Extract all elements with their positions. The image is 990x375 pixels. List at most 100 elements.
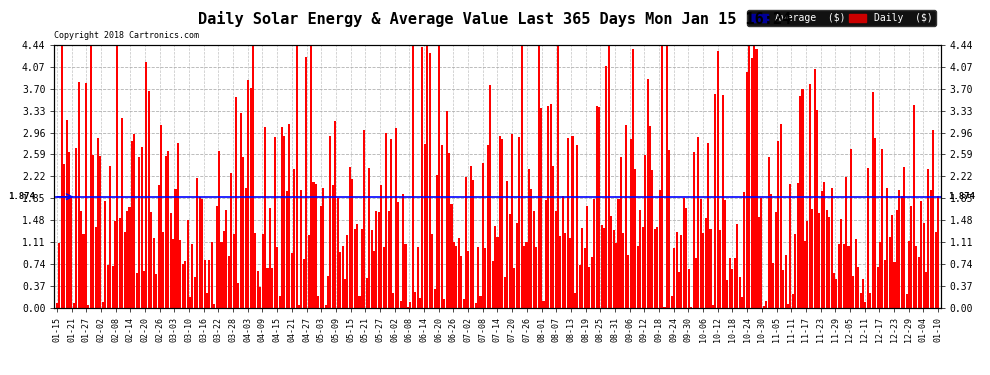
Bar xyxy=(552,166,554,308)
Bar xyxy=(363,129,365,308)
Bar xyxy=(320,206,322,308)
Bar xyxy=(881,149,883,308)
Bar xyxy=(293,169,295,308)
Bar xyxy=(358,296,360,307)
Bar xyxy=(748,45,750,308)
Bar xyxy=(342,246,344,308)
Bar xyxy=(356,224,358,308)
Bar xyxy=(266,268,268,308)
Bar xyxy=(457,238,459,308)
Text: 1.874: 1.874 xyxy=(8,192,35,201)
Text: Copyright 2018 Cartronics.com: Copyright 2018 Cartronics.com xyxy=(54,31,199,40)
Bar xyxy=(685,208,687,308)
Bar xyxy=(758,217,760,308)
Bar xyxy=(930,190,932,308)
Bar xyxy=(603,228,605,308)
Bar xyxy=(911,206,913,308)
Bar xyxy=(174,189,176,308)
Bar xyxy=(867,168,869,308)
Bar xyxy=(228,255,230,308)
Bar xyxy=(218,150,220,308)
Bar xyxy=(243,157,245,308)
Bar xyxy=(248,80,249,308)
Bar xyxy=(85,84,87,308)
Bar xyxy=(427,45,429,308)
Bar xyxy=(162,232,164,308)
Bar xyxy=(150,212,152,308)
Bar xyxy=(223,231,225,308)
Bar xyxy=(593,199,595,308)
Bar xyxy=(544,200,546,308)
Bar xyxy=(780,124,782,308)
Bar xyxy=(898,190,900,308)
Bar xyxy=(528,169,530,308)
Bar xyxy=(254,232,256,308)
Bar xyxy=(628,255,630,308)
Bar xyxy=(583,249,586,308)
Bar xyxy=(566,138,568,308)
Bar xyxy=(298,306,300,308)
Bar xyxy=(734,258,736,308)
Bar xyxy=(775,212,777,308)
Bar xyxy=(549,104,551,308)
Bar xyxy=(625,125,627,308)
Bar xyxy=(653,230,655,308)
Bar xyxy=(119,217,121,308)
Bar xyxy=(799,96,801,308)
Bar xyxy=(114,221,116,308)
Bar xyxy=(346,235,348,308)
Bar xyxy=(506,181,508,308)
Bar xyxy=(896,210,898,308)
Bar xyxy=(901,196,903,308)
Bar xyxy=(707,143,709,308)
Bar xyxy=(60,45,62,308)
Bar xyxy=(891,215,893,308)
Bar xyxy=(63,165,65,308)
Bar xyxy=(104,201,106,308)
Bar xyxy=(623,234,625,308)
Bar xyxy=(729,258,731,307)
Bar xyxy=(400,302,402,307)
Bar xyxy=(452,242,455,308)
Bar xyxy=(422,47,424,308)
Bar xyxy=(688,269,690,308)
Bar xyxy=(344,279,346,308)
Bar xyxy=(547,106,549,308)
Bar xyxy=(121,118,124,308)
Bar xyxy=(745,72,747,308)
Bar xyxy=(847,246,849,308)
Bar xyxy=(450,204,452,308)
Bar xyxy=(859,293,861,308)
Bar xyxy=(923,223,925,308)
Bar xyxy=(833,273,835,308)
Bar xyxy=(87,304,89,307)
Bar xyxy=(666,45,668,308)
Bar xyxy=(417,248,419,308)
Bar xyxy=(908,241,910,308)
Bar xyxy=(869,294,871,308)
Bar xyxy=(906,294,908,307)
Bar xyxy=(131,141,133,308)
Bar xyxy=(177,143,179,308)
Bar xyxy=(148,91,149,308)
Bar xyxy=(523,246,525,308)
Bar xyxy=(82,234,84,308)
Bar xyxy=(99,156,102,308)
Bar xyxy=(821,191,823,308)
Bar xyxy=(373,251,375,308)
Bar xyxy=(368,168,370,308)
Bar xyxy=(235,98,237,308)
Bar xyxy=(286,191,288,308)
Bar xyxy=(824,182,826,308)
Bar xyxy=(397,202,399,308)
Bar xyxy=(474,303,477,307)
Bar xyxy=(724,200,726,308)
Bar xyxy=(249,88,251,308)
Bar xyxy=(841,219,842,308)
Bar xyxy=(318,296,320,307)
Bar xyxy=(606,66,608,308)
Bar xyxy=(90,45,92,308)
Bar xyxy=(893,262,896,308)
Bar xyxy=(230,173,233,308)
Bar xyxy=(95,226,97,308)
